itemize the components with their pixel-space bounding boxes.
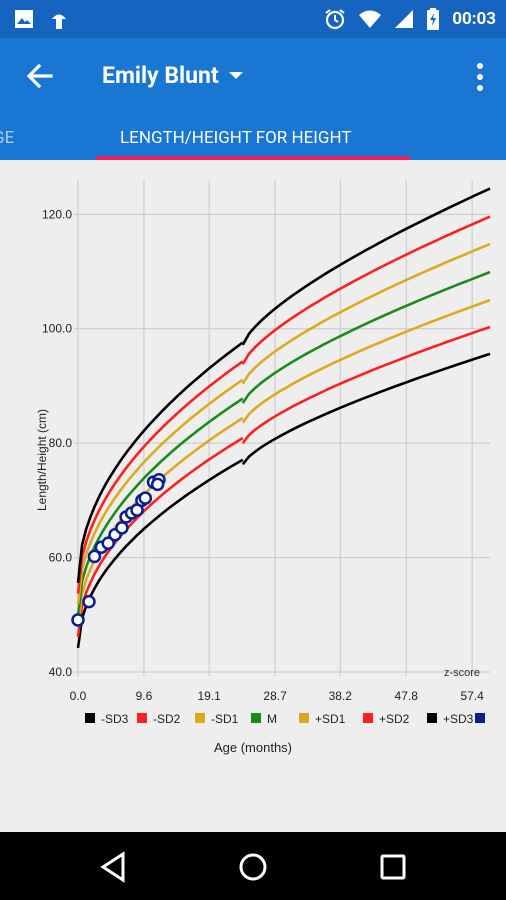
x-tick-label: 38.2 [329, 689, 353, 703]
series-line--SD2 [76, 436, 244, 638]
legend-swatch [251, 713, 261, 723]
legend-item: +SD2 [363, 712, 410, 726]
chart-series [71, 187, 491, 649]
arrow-back-icon[interactable] [24, 60, 56, 92]
y-tick-label: 80.0 [49, 436, 73, 450]
legend-label: +SD1 [315, 712, 346, 726]
y-tick-label: 100.0 [42, 322, 72, 336]
arrow-drop-down-icon [228, 71, 243, 79]
series-line-M [241, 270, 491, 404]
x-tick-label: 19.1 [197, 689, 221, 703]
legend-swatch [363, 713, 373, 723]
x-tick-label: 9.6 [136, 689, 153, 703]
legend-label: +SD3 [443, 712, 474, 726]
legend-swatch [195, 713, 205, 723]
legend-item: -SD2 [137, 712, 181, 726]
legend-swatch [299, 713, 309, 723]
home-circle-icon[interactable] [236, 850, 270, 884]
measurement-point [71, 613, 85, 627]
legend-label: -SD2 [153, 712, 181, 726]
y-tick-label: 60.0 [49, 551, 73, 565]
legend-label: -SD1 [211, 712, 239, 726]
measurement-point [101, 536, 115, 551]
tab-bar: AGE LENGTH/HEIGHT FOR HEIGHT [0, 118, 506, 160]
measurement-point [115, 521, 129, 535]
series-line--SD1 [76, 416, 244, 627]
series-line-M [76, 397, 244, 616]
legend-item: -SD3 [85, 712, 129, 726]
x-tick-label: 47.8 [395, 689, 419, 703]
nav-bar [0, 832, 506, 900]
battery-charging-icon [427, 8, 440, 30]
series-line-+SD1 [76, 378, 244, 605]
recents-square-icon[interactable] [376, 850, 410, 884]
measurement-point [82, 594, 96, 609]
y-tick-label: 120.0 [42, 207, 72, 221]
series-line--SD3 [76, 458, 244, 649]
legend-item: M [251, 712, 277, 726]
alarm-icon [325, 9, 345, 30]
series-line-+SD2 [76, 360, 244, 594]
x-tick-label: 57.4 [460, 689, 484, 703]
series-line-+SD3 [76, 341, 244, 583]
status-time: 00:03 [452, 9, 496, 29]
wifi-icon [359, 10, 382, 28]
back-triangle-icon[interactable] [96, 850, 130, 884]
page-title: Emily Blunt [102, 62, 219, 89]
x-tick-label: 28.7 [263, 689, 287, 703]
legend-label: +SD2 [379, 712, 410, 726]
tab-indicator [96, 156, 410, 160]
legend-item: -SD1 [195, 712, 239, 726]
x-tick-label: 0.0 [70, 689, 87, 703]
series-line-+SD2 [241, 215, 491, 365]
legend-swatch [137, 713, 147, 723]
legend-swatch [475, 713, 485, 723]
legend-label: -SD3 [101, 712, 129, 726]
series-line--SD3 [241, 352, 491, 466]
gallery-icon [15, 10, 33, 28]
chart-legend: -SD3 -SD2 -SD1 M +SD1 +SD2 +SD3 [85, 712, 485, 726]
legend-item [475, 713, 485, 723]
app-bar: Emily Blunt [0, 38, 506, 118]
chart-ticks: 0.0 9.6 19.1 28.7 38.2 47.8 57.4 40.0 60.0 80.0 10… [42, 207, 484, 703]
measurement-point [87, 549, 102, 564]
patient-selector[interactable]: Emily Blunt [102, 62, 245, 89]
growth-chart[interactable]: 0.0 9.6 19.1 28.7 38.2 47.8 57.4 40.0 60.0 80.0 10… [0, 160, 506, 832]
tab-length-height[interactable]: LENGTH/HEIGHT FOR HEIGHT [120, 128, 352, 148]
z-score-label: z-score [444, 667, 480, 679]
y-axis-label: Length/Height (cm) [35, 409, 49, 511]
y-tick-label: 40.0 [49, 665, 73, 679]
series-line--SD1 [241, 298, 491, 424]
x-axis-label: Age (months) [214, 740, 292, 755]
legend-swatch [85, 713, 95, 723]
legend-item: +SD3 [427, 712, 474, 726]
more-vert-icon[interactable] [476, 62, 484, 92]
series-line-+SD3 [241, 187, 491, 346]
series-line--SD2 [241, 325, 491, 444]
chart-grid [74, 180, 490, 676]
android-icon [52, 14, 66, 29]
signal-icon [395, 10, 414, 28]
measurement-point [138, 491, 153, 505]
series-line-+SD1 [241, 242, 491, 385]
tab-age[interactable]: AGE [0, 128, 15, 148]
status-bar: 00:03 [0, 0, 506, 38]
chart-area: 0.0 9.6 19.1 28.7 38.2 47.8 57.4 40.0 60.0 80.0 10… [0, 160, 506, 832]
legend-swatch [427, 713, 437, 723]
legend-label: M [267, 712, 277, 726]
legend-item: +SD1 [299, 712, 346, 726]
measurement-point [150, 477, 165, 492]
